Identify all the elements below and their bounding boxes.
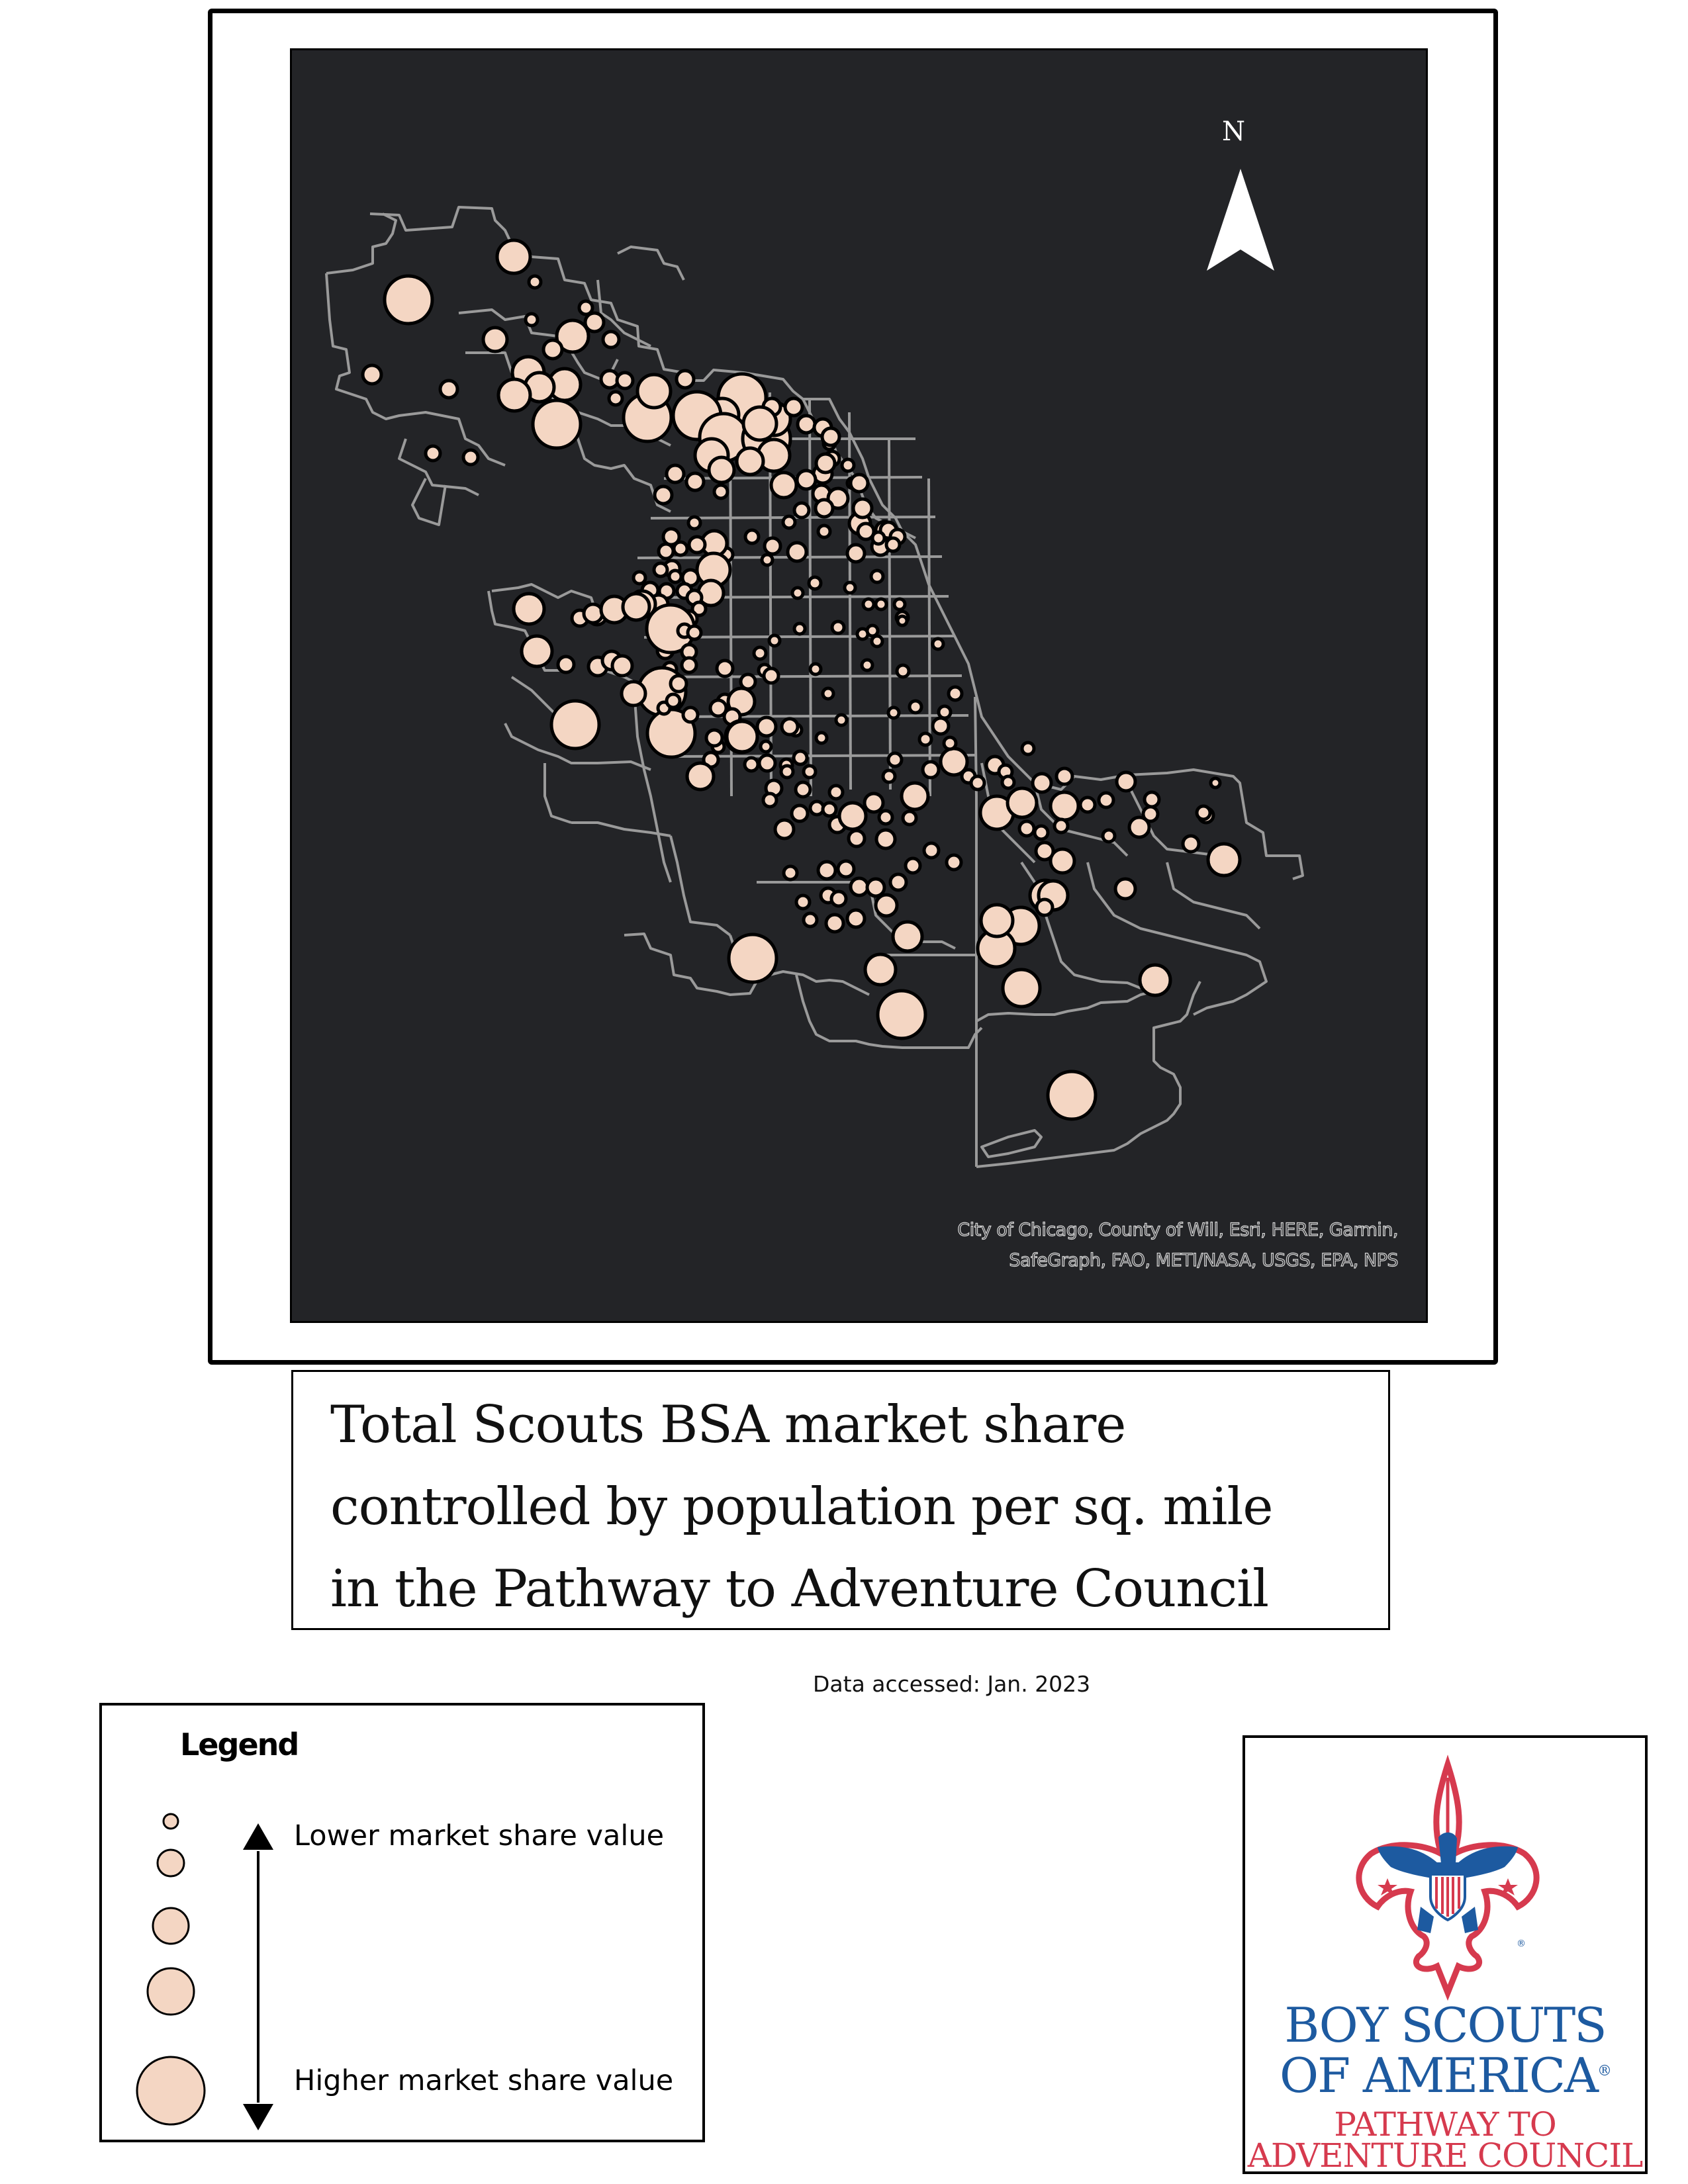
map-title-box: Total Scouts BSA market share controlled… (291, 1370, 1390, 1630)
attribution-line-1: City of Chicago, County of Will, Esri, H… (957, 1219, 1399, 1240)
legend-symbols (136, 1813, 273, 2130)
legend-range-arrow-icon (243, 1823, 273, 2130)
north-label: N (1222, 116, 1245, 147)
data-accessed-note: Data accessed: Jan. 2023 (813, 1671, 1091, 1697)
fleur-de-lis-eagle-icon: ® (1356, 1754, 1540, 2001)
legend-low-label: Lower market share value (294, 1819, 665, 1852)
attribution-line-2: SafeGraph, FAO, METI/NASA, USGS, EPA, NP… (1009, 1250, 1399, 1271)
legend-symbol-small (156, 1848, 185, 1878)
title-line-2: controlled by population per sq. mile (330, 1477, 1274, 1537)
legend-symbol-large (146, 1967, 195, 2016)
registered-mark: ® (1597, 2063, 1612, 2079)
legend: Legend Lower market share value Higher m… (99, 1703, 705, 2142)
title-line-1: Total Scouts BSA market share (330, 1395, 1126, 1455)
svg-text:®: ® (1517, 1938, 1526, 1949)
legend-heading: Legend (180, 1727, 299, 1762)
council-name-line-2: ADVENTURE COUNCIL (1247, 2136, 1644, 2175)
north-arrow (1207, 169, 1274, 271)
proportional-symbol-map (325, 169, 1304, 1168)
map-attribution: City of Chicago, County of Will, Esri, H… (802, 1215, 1399, 1276)
legend-symbol-medium (152, 1907, 190, 1945)
bsa-name-line-1: BOY SCOUTS (1284, 1997, 1607, 2053)
bsa-name-text: OF AMERICA (1280, 2048, 1599, 2103)
title-line-3: in the Pathway to Adventure Council (330, 1559, 1269, 1619)
bsa-logo: ® BOY SCOUTS OF AMERICA® PATHWAY TO ADVE… (1243, 1735, 1648, 2175)
map-layout-frame (208, 9, 1498, 1365)
legend-symbol-largest (136, 2056, 206, 2126)
map-panel[interactable]: N (290, 48, 1428, 1323)
bsa-name-line-2: OF AMERICA® (1245, 2048, 1645, 2103)
map-title: Total Scouts BSA market share controlled… (330, 1384, 1274, 1630)
market-share-symbols (361, 238, 1242, 1121)
legend-high-label: Higher market share value (294, 2064, 674, 2097)
council-name-line-1: PATHWAY TO (1334, 2105, 1557, 2144)
north-arrow-icon (1207, 169, 1274, 271)
district-boundaries (325, 206, 1304, 1168)
legend-symbol-smallest (162, 1813, 179, 1830)
